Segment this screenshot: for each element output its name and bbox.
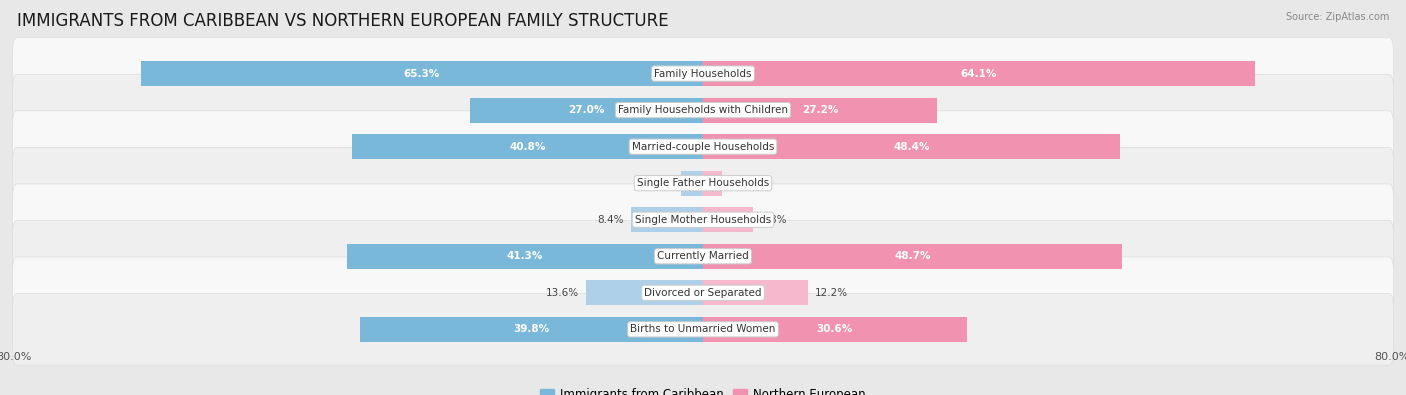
- FancyBboxPatch shape: [13, 74, 1393, 146]
- Text: 5.8%: 5.8%: [759, 215, 786, 225]
- Text: Single Mother Households: Single Mother Households: [636, 215, 770, 225]
- Text: 40.8%: 40.8%: [509, 142, 546, 152]
- Bar: [352, 134, 703, 159]
- Text: 2.5%: 2.5%: [648, 178, 675, 188]
- Text: 64.1%: 64.1%: [960, 69, 997, 79]
- Text: Births to Unmarried Women: Births to Unmarried Women: [630, 324, 776, 334]
- Text: Single Father Households: Single Father Households: [637, 178, 769, 188]
- FancyBboxPatch shape: [13, 111, 1393, 182]
- FancyBboxPatch shape: [13, 220, 1393, 292]
- Bar: [141, 61, 703, 86]
- Bar: [703, 98, 938, 122]
- Bar: [347, 244, 703, 269]
- Bar: [360, 317, 703, 342]
- Bar: [703, 280, 808, 305]
- Bar: [471, 98, 703, 122]
- Bar: [703, 244, 1122, 269]
- Text: 2.2%: 2.2%: [728, 178, 755, 188]
- FancyBboxPatch shape: [13, 257, 1393, 329]
- Text: 27.0%: 27.0%: [568, 105, 605, 115]
- Text: 30.6%: 30.6%: [817, 324, 853, 334]
- Text: 65.3%: 65.3%: [404, 69, 440, 79]
- Bar: [703, 134, 1119, 159]
- Bar: [703, 171, 721, 196]
- Text: IMMIGRANTS FROM CARIBBEAN VS NORTHERN EUROPEAN FAMILY STRUCTURE: IMMIGRANTS FROM CARIBBEAN VS NORTHERN EU…: [17, 12, 668, 30]
- Text: Divorced or Separated: Divorced or Separated: [644, 288, 762, 298]
- Text: Family Households with Children: Family Households with Children: [619, 105, 787, 115]
- FancyBboxPatch shape: [13, 147, 1393, 219]
- Text: 48.4%: 48.4%: [893, 142, 929, 152]
- Text: Family Households: Family Households: [654, 69, 752, 79]
- Bar: [703, 61, 1256, 86]
- Bar: [703, 317, 966, 342]
- Text: 48.7%: 48.7%: [894, 251, 931, 261]
- Text: Source: ZipAtlas.com: Source: ZipAtlas.com: [1285, 12, 1389, 22]
- FancyBboxPatch shape: [13, 293, 1393, 365]
- Bar: [631, 207, 703, 232]
- Text: 8.4%: 8.4%: [598, 215, 624, 225]
- Bar: [703, 207, 754, 232]
- Text: 13.6%: 13.6%: [546, 288, 579, 298]
- FancyBboxPatch shape: [13, 184, 1393, 256]
- Text: Married-couple Households: Married-couple Households: [631, 142, 775, 152]
- Text: Currently Married: Currently Married: [657, 251, 749, 261]
- Text: 12.2%: 12.2%: [815, 288, 848, 298]
- Bar: [586, 280, 703, 305]
- Text: 39.8%: 39.8%: [513, 324, 550, 334]
- FancyBboxPatch shape: [13, 38, 1393, 109]
- Bar: [682, 171, 703, 196]
- Legend: Immigrants from Caribbean, Northern European: Immigrants from Caribbean, Northern Euro…: [536, 384, 870, 395]
- Text: 27.2%: 27.2%: [801, 105, 838, 115]
- Text: 41.3%: 41.3%: [508, 251, 543, 261]
